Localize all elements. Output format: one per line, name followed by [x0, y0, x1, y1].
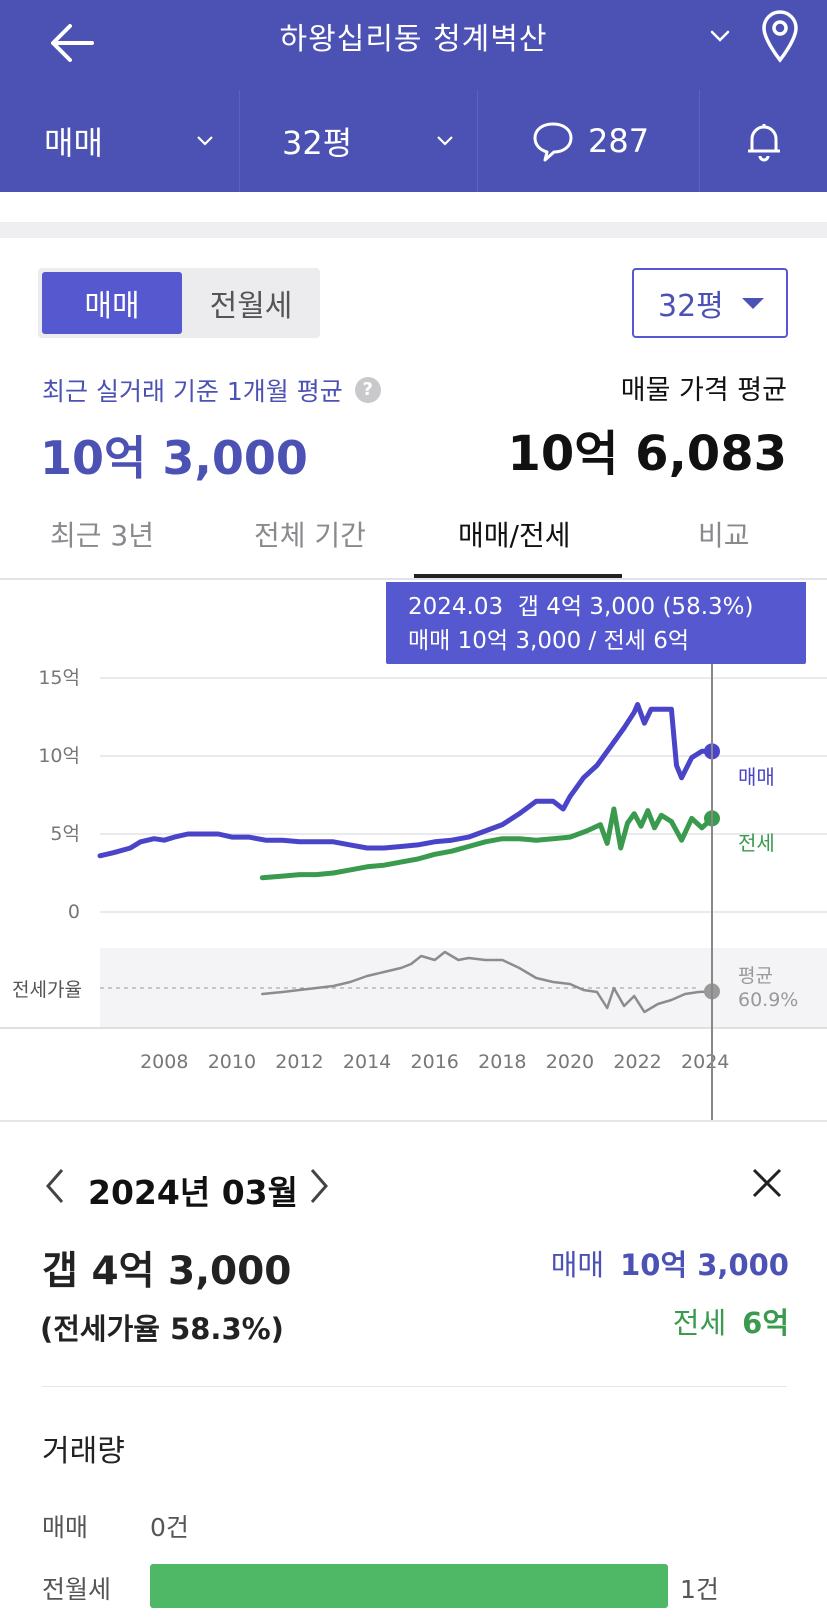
- x-axis-labels: 2008 2010 2012 2014 2016 2018 2020 2022 2024: [140, 1051, 729, 1073]
- x-tick-label: 2020: [546, 1051, 594, 1073]
- recent-price-label: 최근 실거래 기준 1개월 평균 ?: [42, 372, 381, 408]
- y-axis-labels: 15억 10억 5억 0: [38, 667, 80, 923]
- x-tick-label: 2008: [140, 1051, 188, 1073]
- detail-jeonse-label: 전세: [672, 1306, 727, 1340]
- chevron-down-icon[interactable]: [704, 20, 736, 52]
- comment-count: 287: [588, 122, 650, 160]
- jeonse-series-line: [259, 806, 715, 881]
- volume-rent-value: 1건: [680, 1575, 719, 1604]
- tab-all-period[interactable]: 전체 기간: [254, 519, 366, 552]
- comments-button[interactable]: 287: [478, 90, 700, 192]
- jeonse-series-label: 전세: [738, 831, 775, 855]
- detail-sale-value: 10억 3,000: [620, 1248, 789, 1282]
- y-tick-label: 0: [68, 901, 80, 923]
- location-pin-icon[interactable]: [758, 8, 802, 64]
- size-select-value: 32평: [658, 289, 724, 324]
- toggle-rent[interactable]: 전월세: [209, 289, 293, 324]
- volume-sale-label: 매매: [42, 1513, 89, 1542]
- detail-divider: [0, 1120, 827, 1122]
- period-tabs: 최근 3년 전체 기간 매매/전세 비교: [0, 500, 827, 580]
- next-month-icon[interactable]: [306, 1166, 332, 1206]
- size-filter-label: 32평: [282, 124, 353, 162]
- recent-price-value: 10억 3,000: [40, 431, 308, 485]
- x-tick-label: 2014: [343, 1051, 391, 1073]
- chevron-down-icon: [197, 136, 213, 146]
- tab-recent-3y[interactable]: 최근 3년: [50, 519, 154, 552]
- y-tick-label: 10억: [38, 745, 80, 767]
- prev-month-icon[interactable]: [42, 1166, 68, 1206]
- volume-rent-label: 전월세: [42, 1575, 112, 1604]
- back-arrow-icon[interactable]: [44, 18, 104, 68]
- sale-series-line: [97, 702, 715, 859]
- selected-month: 2024년 03월: [88, 1173, 298, 1212]
- app-bar: 하왕십리동 청계벽산: [0, 0, 827, 90]
- x-tick-label: 2016: [411, 1051, 459, 1073]
- gap-ratio: (전세가율 58.3%): [40, 1312, 284, 1346]
- size-filter[interactable]: 32평: [240, 90, 478, 192]
- y-tick-label: 5억: [50, 823, 80, 845]
- detail-sale-row: 매매 10억 3,000: [551, 1242, 789, 1284]
- detail-jeonse-value: 6억: [742, 1306, 789, 1340]
- deal-toggle: 매매 전월세: [38, 268, 320, 338]
- tooltip-line2: 매매 10억 3,000 / 전세 6억: [408, 628, 689, 654]
- chart-tooltip: 2024.03 갭 4억 3,000 (58.3%) 매매 10억 3,000 …: [386, 582, 806, 664]
- section-separator: [0, 222, 827, 238]
- volume-sale-value: 0건: [150, 1513, 189, 1542]
- deal-type-filter[interactable]: 매매: [0, 90, 240, 192]
- tooltip-line1: 2024.03 갭 4억 3,000 (58.3%): [408, 594, 753, 620]
- chevron-down-icon: [437, 136, 453, 146]
- help-icon[interactable]: ?: [354, 377, 381, 403]
- volume-title: 거래량: [42, 1434, 125, 1469]
- x-tick-label: 2022: [613, 1051, 661, 1073]
- x-tick-label: 2012: [275, 1051, 323, 1073]
- tab-compare[interactable]: 비교: [698, 519, 750, 552]
- ratio-series-line: [261, 950, 714, 1014]
- bell-icon: [747, 124, 780, 162]
- filter-bar: 매매 32평 287: [0, 90, 827, 192]
- notification-button[interactable]: [700, 90, 827, 192]
- average-label: 평균: [738, 965, 773, 987]
- y-tick-label: 15억: [38, 667, 80, 689]
- listing-price-label: 매물 가격 평균: [620, 375, 787, 406]
- average-value: 60.9%: [738, 989, 798, 1011]
- x-tick-label: 2010: [208, 1051, 256, 1073]
- detail-divider-2: [42, 1386, 787, 1387]
- tooltip-box: [386, 582, 806, 664]
- x-tick-label: 2018: [478, 1051, 526, 1073]
- complex-title[interactable]: 하왕십리동 청계벽산: [279, 22, 548, 57]
- close-icon[interactable]: [748, 1164, 786, 1202]
- detail-jeonse-row: 전세 6억: [673, 1300, 789, 1342]
- chart-grid: [0, 677, 827, 1029]
- x-tick-label: 2024: [681, 1051, 729, 1073]
- active-tab-indicator: [414, 574, 622, 578]
- listing-price-value: 10억 6,083: [507, 426, 788, 482]
- recent-price-label-text: 최근 실거래 기준 1개월 평균: [42, 377, 343, 406]
- sale-series-label: 매매: [738, 765, 775, 789]
- toggle-sale[interactable]: 매매: [42, 272, 182, 334]
- dropdown-triangle-icon: [742, 298, 764, 309]
- detail-sale-label: 매매: [550, 1248, 605, 1282]
- tab-sale-jeonse[interactable]: 매매/전세: [458, 519, 571, 552]
- comment-bubble-icon: [533, 122, 573, 162]
- size-select[interactable]: 32평: [632, 268, 788, 338]
- ratio-axis-label: 전세가율: [12, 979, 82, 1001]
- deal-type-label: 매매: [44, 124, 103, 162]
- chart-series: [97, 702, 720, 1014]
- gap-value: 갭 4억 3,000: [42, 1249, 292, 1294]
- volume-rent-bar: [150, 1564, 668, 1608]
